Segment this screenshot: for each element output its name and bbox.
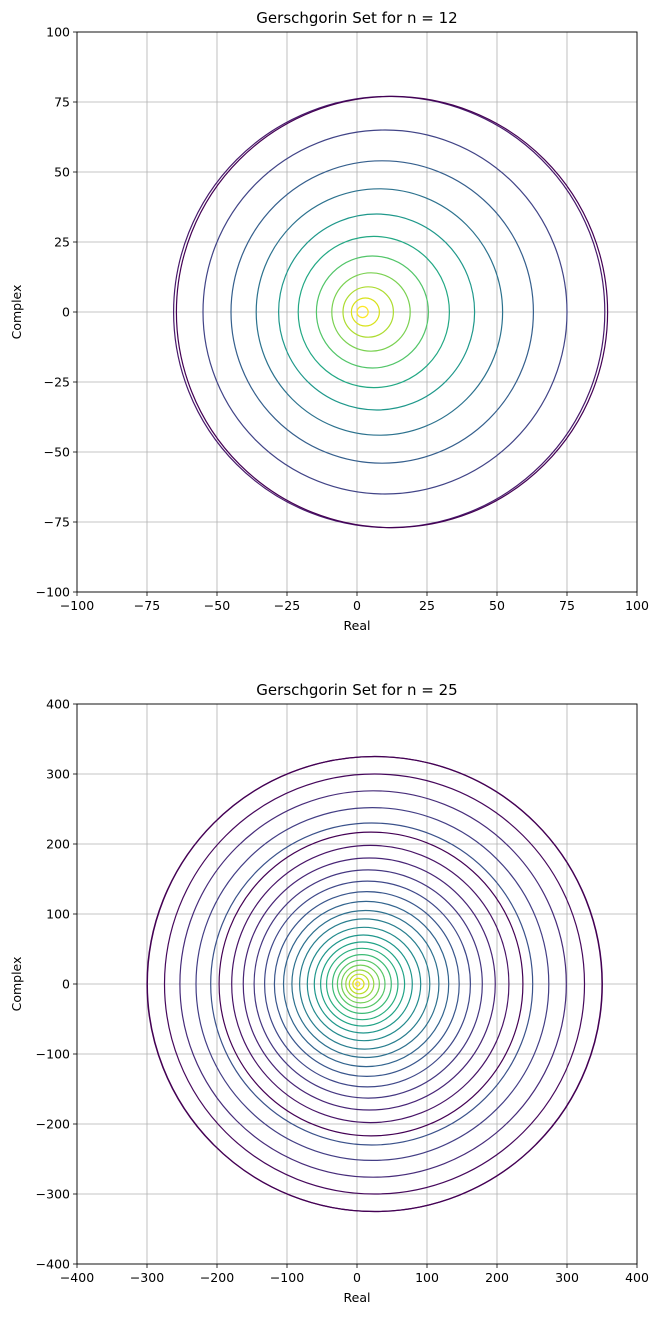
y-tick-label: 50 bbox=[54, 165, 70, 180]
series-circle bbox=[336, 959, 386, 1009]
y-tick-label: −300 bbox=[36, 1187, 70, 1202]
series-circle bbox=[331, 272, 411, 352]
series-circle bbox=[345, 969, 375, 999]
series-circle bbox=[218, 831, 524, 1137]
series-circle bbox=[146, 755, 603, 1213]
x-tick-label: 200 bbox=[485, 1270, 509, 1285]
series-circle bbox=[306, 926, 422, 1042]
y-tick-label: 100 bbox=[46, 25, 70, 40]
x-tick-label: −50 bbox=[204, 598, 230, 613]
chart-panel-2: −400 −300 −200 −100 0 100 200 300 400 −400 −300 −20… bbox=[9, 681, 649, 1305]
series-circle bbox=[255, 188, 504, 436]
series-circle bbox=[163, 773, 586, 1195]
series-circle bbox=[242, 857, 496, 1111]
y-axis-label: Complex bbox=[9, 957, 24, 1012]
x-tick-label: −200 bbox=[200, 1270, 234, 1285]
y-tick-label: −100 bbox=[36, 585, 70, 600]
series-circle bbox=[341, 964, 381, 1004]
y-tick-label: −100 bbox=[36, 1047, 70, 1062]
x-tick-label: 100 bbox=[625, 598, 649, 613]
y-tick-label: 0 bbox=[62, 977, 70, 992]
y-tick-label: 75 bbox=[54, 95, 70, 110]
chart-panel-1: −100 −75 −50 −25 0 25 50 75 100 −100 −75 −50 −25 0 25 5… bbox=[9, 9, 649, 633]
x-tick-label: 300 bbox=[555, 1270, 579, 1285]
y-tick-label: −25 bbox=[44, 375, 70, 390]
y-tick-label: −50 bbox=[44, 445, 70, 460]
series-circle bbox=[313, 934, 413, 1034]
chart-title: Gerschgorin Set for n = 12 bbox=[256, 9, 457, 27]
x-axis-label: Real bbox=[344, 618, 371, 633]
series-circle bbox=[175, 95, 609, 529]
series-circle bbox=[278, 213, 476, 411]
x-tick-label: 0 bbox=[353, 1270, 361, 1285]
y-tick-label: −75 bbox=[44, 515, 70, 530]
series-circle bbox=[179, 790, 567, 1178]
series-circle bbox=[350, 297, 380, 327]
x-tick-label: 25 bbox=[419, 598, 435, 613]
series-circle bbox=[273, 890, 460, 1077]
series-circle bbox=[355, 981, 361, 987]
y-axis-label: Complex bbox=[9, 285, 24, 340]
series-circle bbox=[348, 973, 370, 995]
series-circle bbox=[331, 953, 392, 1014]
series-circle bbox=[230, 160, 535, 464]
series-circle bbox=[297, 235, 450, 389]
x-tick-label: −300 bbox=[130, 1270, 164, 1285]
x-tick-label: −25 bbox=[274, 598, 300, 613]
series-circle bbox=[264, 880, 472, 1088]
series-circle bbox=[231, 844, 510, 1124]
y-tick-label: 25 bbox=[54, 235, 70, 250]
series-circle bbox=[202, 129, 568, 495]
series-circle bbox=[315, 255, 429, 369]
y-tick-label: 100 bbox=[46, 907, 70, 922]
series-circle bbox=[325, 947, 399, 1021]
x-tick-label: 75 bbox=[559, 598, 575, 613]
series-group bbox=[173, 95, 609, 529]
y-tick-label: 400 bbox=[46, 697, 70, 712]
series-circle bbox=[195, 806, 550, 1161]
x-tick-label: −400 bbox=[60, 1270, 94, 1285]
x-axis-label: Real bbox=[344, 1290, 371, 1305]
series-circle bbox=[342, 286, 395, 338]
x-tick-label: −100 bbox=[270, 1270, 304, 1285]
series-circle bbox=[210, 822, 534, 1146]
x-tick-label: 100 bbox=[415, 1270, 439, 1285]
x-tick-label: 50 bbox=[489, 598, 505, 613]
series-circle bbox=[282, 900, 450, 1068]
y-tick-label: −400 bbox=[36, 1257, 70, 1272]
y-tick-label: 200 bbox=[46, 837, 70, 852]
y-tick-label: 300 bbox=[46, 767, 70, 782]
series-circle bbox=[253, 869, 483, 1099]
series-circle bbox=[299, 918, 431, 1050]
series-circle bbox=[320, 941, 406, 1027]
x-tick-label: 400 bbox=[625, 1270, 649, 1285]
y-tick-label: −200 bbox=[36, 1117, 70, 1132]
series-group bbox=[146, 755, 603, 1213]
y-tick-label: 0 bbox=[62, 305, 70, 320]
chart-title: Gerschgorin Set for n = 25 bbox=[256, 681, 457, 699]
x-tick-label: −75 bbox=[134, 598, 160, 613]
series-circle bbox=[352, 977, 365, 991]
x-tick-label: −100 bbox=[60, 598, 94, 613]
x-tick-label: 0 bbox=[353, 598, 361, 613]
series-circle bbox=[356, 305, 369, 319]
series-circle bbox=[291, 909, 440, 1059]
